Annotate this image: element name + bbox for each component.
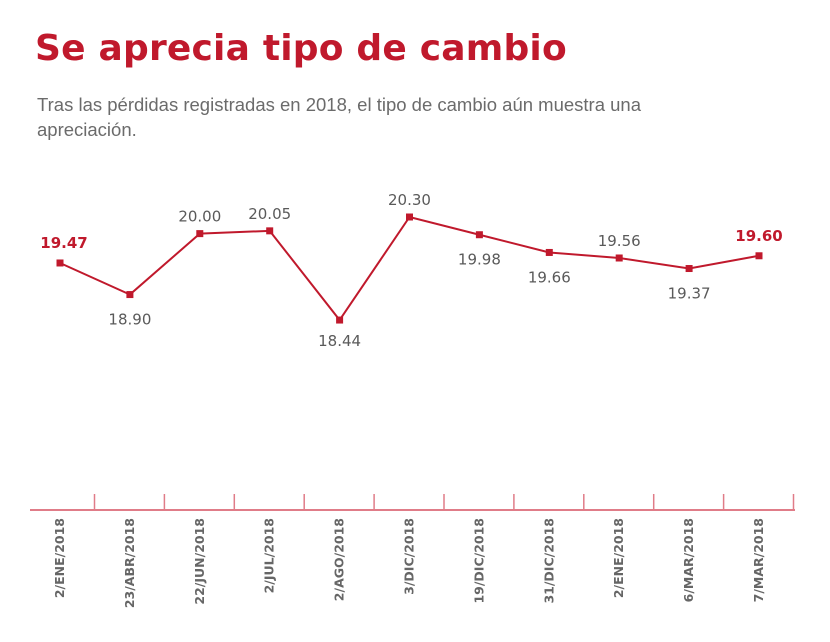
data-point [196,230,204,238]
data-point [266,227,274,235]
data-point [685,265,693,273]
data-label: 19.66 [528,268,571,286]
x-tick-label: 31/DIC/2018 [541,518,556,604]
data-label: 19.47 [40,234,87,252]
data-label: 19.37 [668,285,711,303]
x-tick-label: 22/JUN/2018 [192,518,207,605]
data-label: 19.60 [735,227,782,245]
data-label: 20.30 [388,191,431,209]
data-point [56,259,64,267]
chart-subtitle: Tras las pérdidas registradas en 2018, e… [37,94,641,140]
data-point [755,252,763,260]
x-tick-label: 2/AGO/2018 [332,518,347,601]
data-point [126,291,134,299]
data-point [406,213,413,221]
x-tick-label: 2/JUL/2018 [262,518,277,593]
data-point [615,254,623,262]
x-tick-label: 2/ENE/2018 [611,518,626,598]
data-label: 19.56 [598,232,641,250]
data-label: 20.00 [178,208,221,226]
data-label: 18.90 [108,311,151,329]
chart-title: Se aprecia tipo de cambio [35,28,567,69]
data-point [475,231,483,239]
x-tick-label: 6/MAR/2018 [681,518,696,602]
data-label: 20.05 [248,205,291,223]
data-label: 18.44 [318,332,361,350]
x-tick-label: 2/ENE/2018 [52,518,67,598]
x-tick-label: 3/DIC/2018 [402,518,417,595]
series-line [59,215,760,322]
x-tick-label: 23/ABR/2018 [122,518,137,608]
x-tick-label: 19/DIC/2018 [471,518,486,604]
data-point [336,316,344,324]
x-tick-label: 7/MAR/2018 [751,518,766,602]
data-label: 19.98 [458,251,501,269]
data-point [545,248,553,256]
